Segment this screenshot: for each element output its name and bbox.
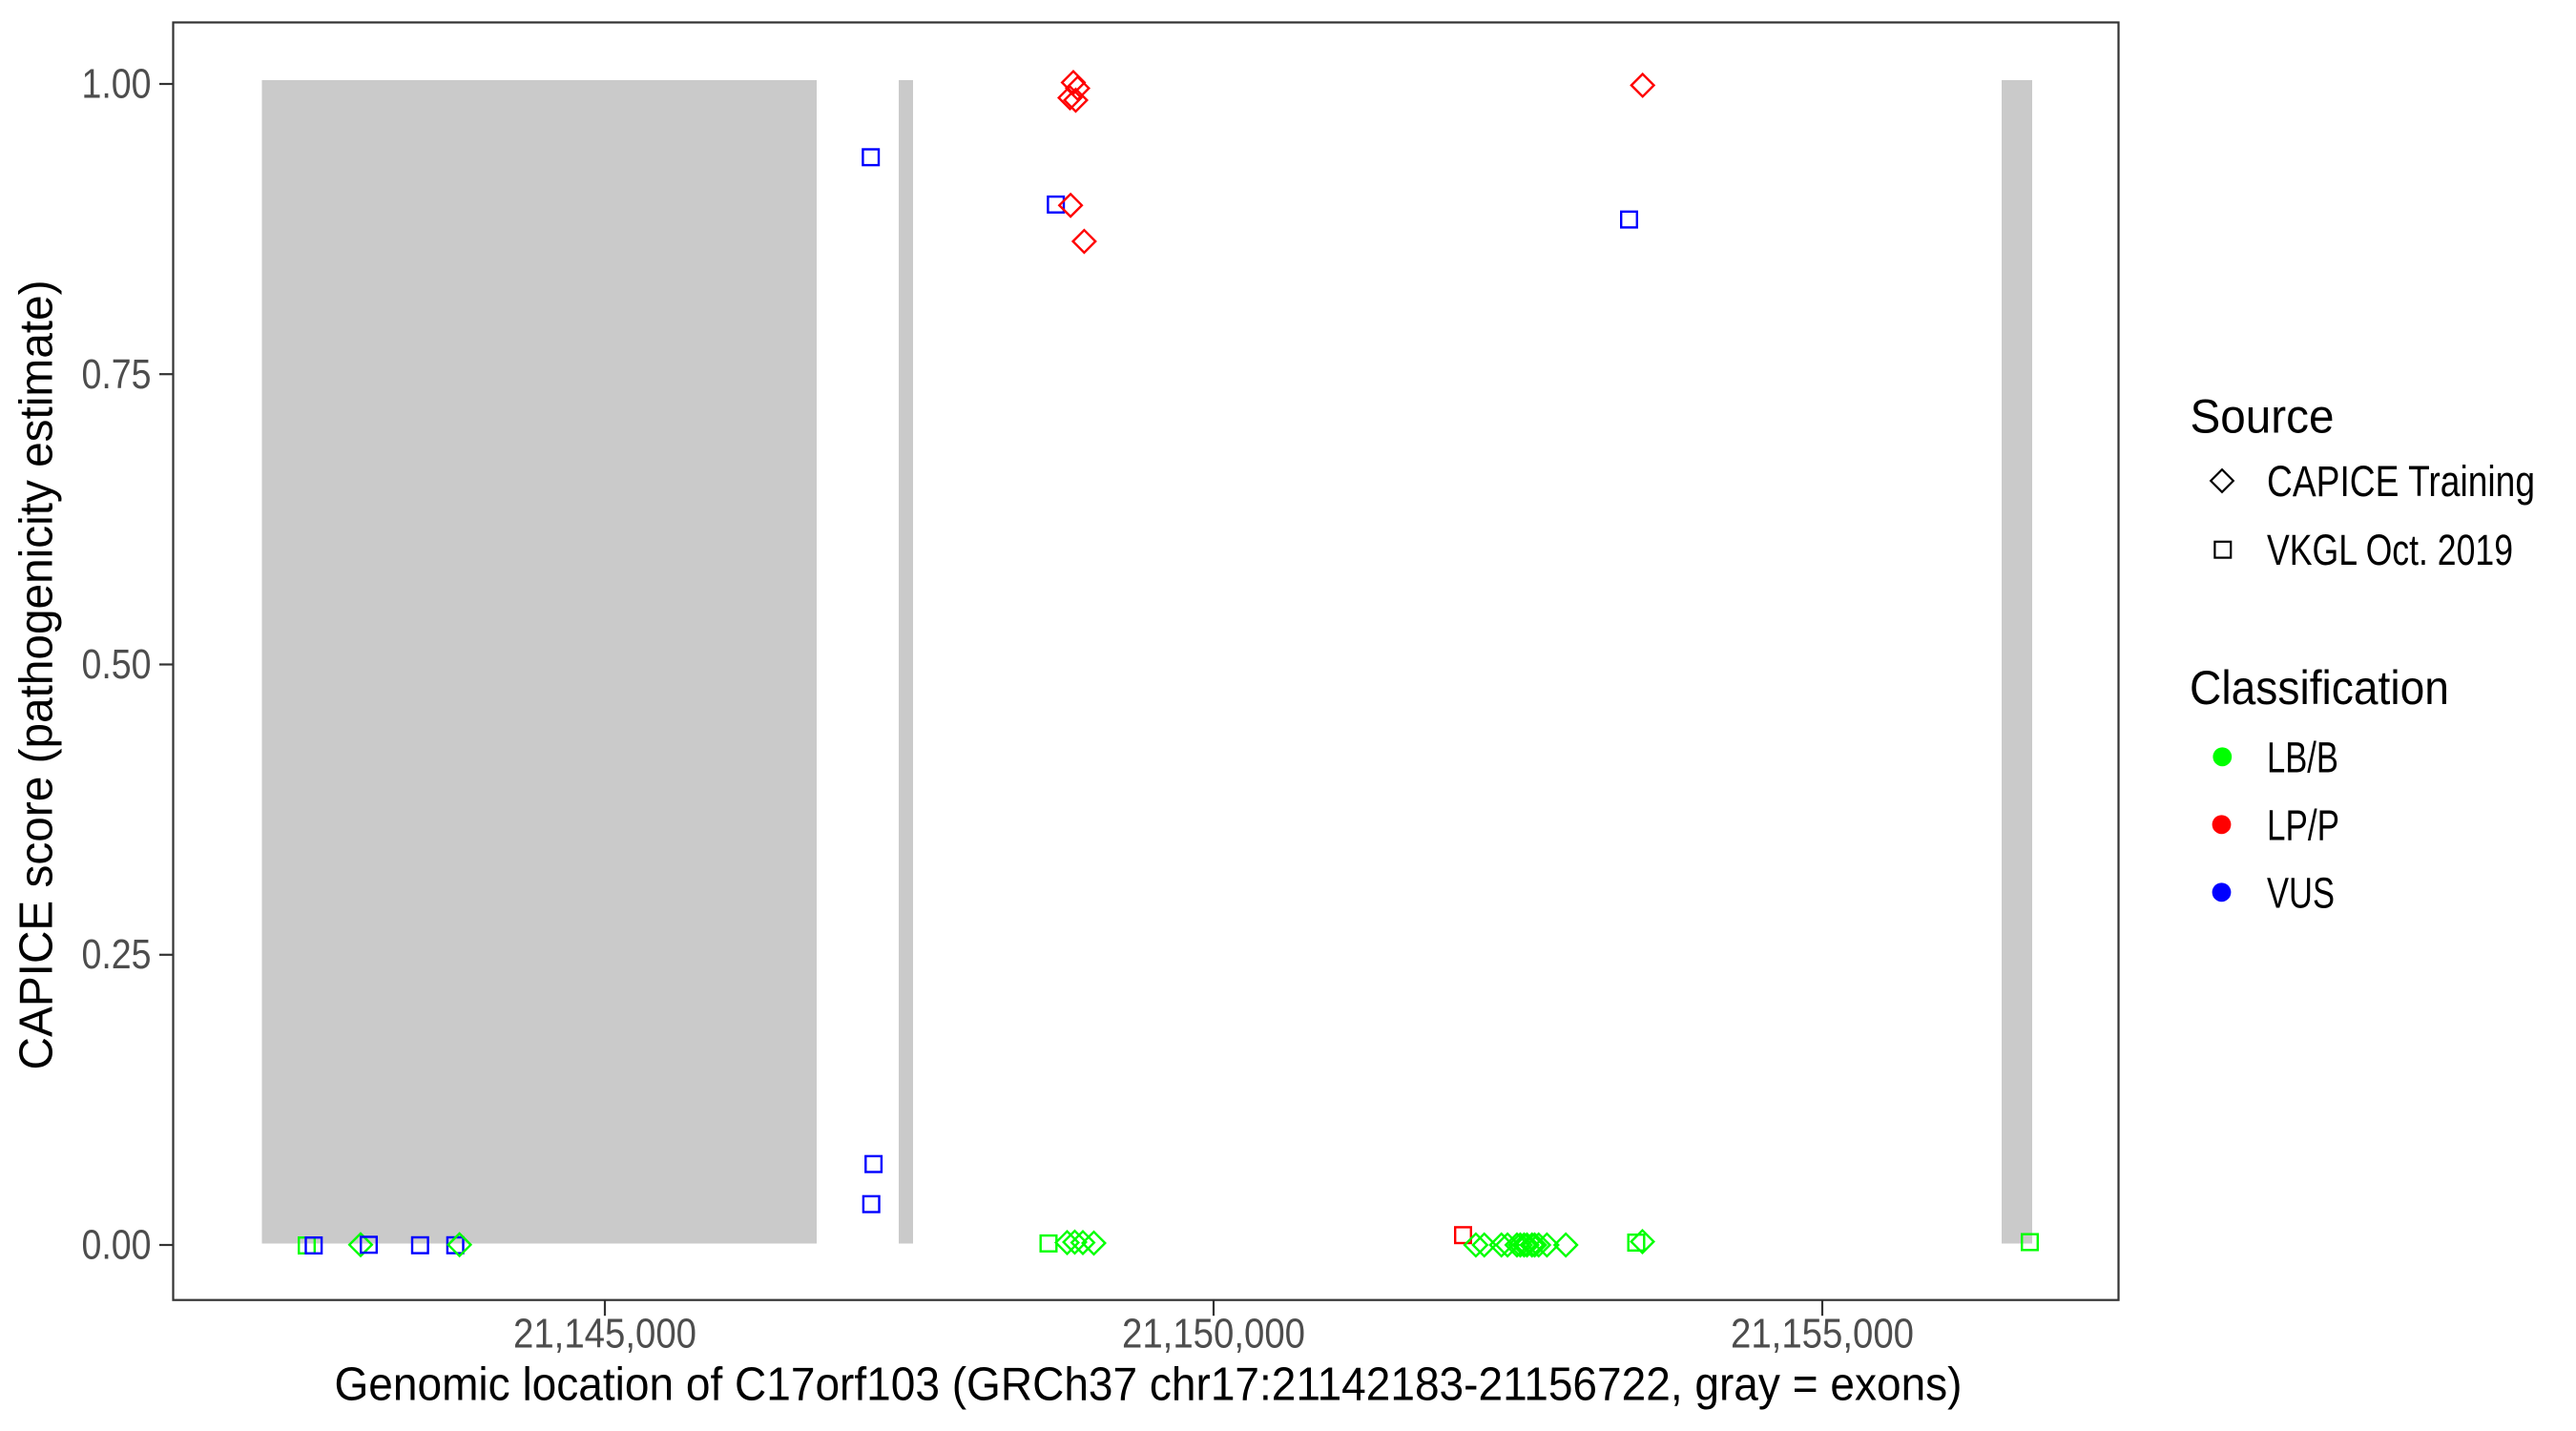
svg-text:0.50: 0.50 [82, 642, 152, 688]
svg-text:21,145,000: 21,145,000 [513, 1312, 696, 1358]
svg-text:LB/B: LB/B [2267, 734, 2338, 782]
svg-text:0.00: 0.00 [82, 1223, 152, 1269]
svg-text:21,155,000: 21,155,000 [1731, 1312, 1914, 1358]
svg-text:Classification: Classification [2190, 660, 2449, 715]
svg-text:Source: Source [2191, 389, 2335, 444]
svg-text:1.00: 1.00 [82, 62, 152, 108]
svg-text:CAPICE score (pathogenicity es: CAPICE score (pathogenicity estimate) [10, 280, 63, 1070]
svg-text:0.25: 0.25 [82, 932, 152, 978]
svg-text:Genomic location of C17orf103: Genomic location of C17orf103 (GRCh37 ch… [335, 1358, 1963, 1411]
svg-text:21,150,000: 21,150,000 [1122, 1312, 1305, 1358]
svg-text:VKGL Oct. 2019: VKGL Oct. 2019 [2267, 526, 2513, 574]
svg-text:VUS: VUS [2267, 869, 2335, 918]
svg-text:LP/P: LP/P [2267, 801, 2339, 850]
svg-text:0.75: 0.75 [82, 352, 152, 398]
svg-text:CAPICE Training: CAPICE Training [2267, 457, 2535, 506]
